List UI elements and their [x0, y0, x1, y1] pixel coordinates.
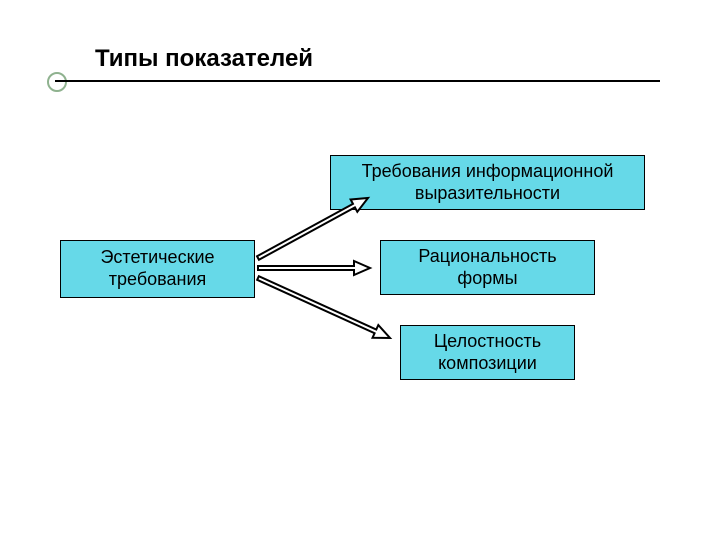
arrow	[257, 276, 390, 338]
arrow	[257, 198, 368, 260]
arrows-layer	[0, 0, 720, 540]
arrow	[258, 261, 370, 275]
